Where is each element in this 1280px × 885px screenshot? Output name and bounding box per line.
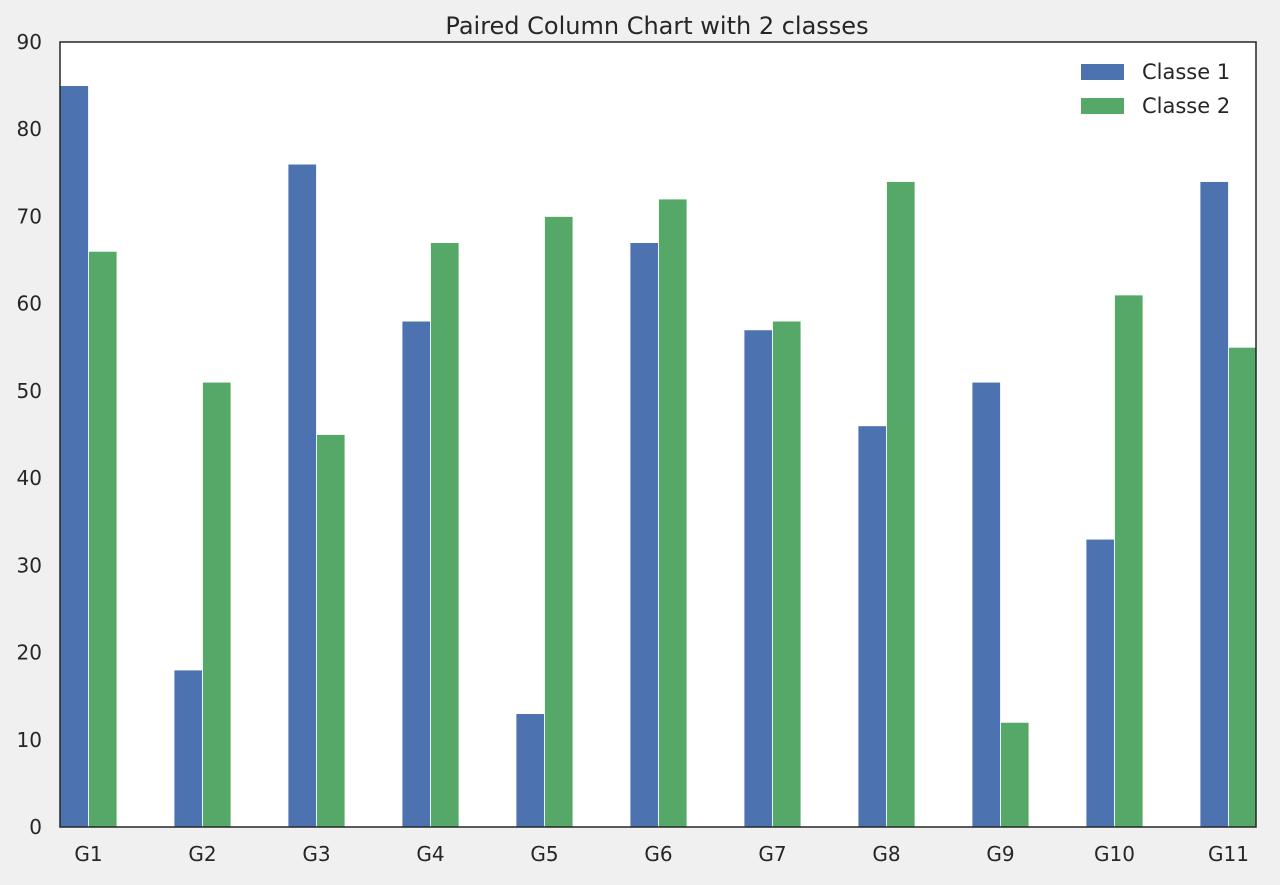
bar-g4-series-1 [401,320,431,828]
y-tick-label: 20 [17,641,42,665]
bar-g7-series-1 [743,329,773,828]
chart-title: Paired Column Chart with 2 classes [445,12,868,40]
legend-swatch-series-2 [1081,98,1124,114]
bar-g1-series-1 [59,85,89,828]
bar-g8-series-1 [857,425,887,828]
bar-g6-series-2 [658,198,688,828]
y-tick-label: 0 [29,815,42,839]
x-tick-label-g3: G3 [302,842,330,866]
x-axis: G1 G2 G3 G4 G5 G6 G7 G8 G9 G10 G11 [74,842,1249,866]
bar-g3-series-1 [287,163,317,828]
bar-g4-series-2 [430,242,460,828]
x-tick-label-g9: G9 [986,842,1014,866]
x-tick-label-g6: G6 [644,842,672,866]
bar-g6-series-1 [629,242,659,828]
x-tick-label-g11: G11 [1208,842,1249,866]
bar-g7-series-2 [772,320,802,828]
y-tick-label: 70 [17,204,42,228]
plot-frame [59,41,1257,828]
bars-layer [59,85,1258,828]
bar-g2-series-1 [173,669,203,828]
x-tick-label-g8: G8 [872,842,900,866]
bar-g9-series-1 [971,381,1001,828]
bar-g3-series-2 [316,434,346,828]
y-tick-label: 90 [17,30,42,54]
bar-g10-series-2 [1114,294,1144,828]
y-tick-label: 40 [17,466,42,490]
legend-swatch-series-1 [1081,64,1124,80]
x-tick-label-g10: G10 [1094,842,1135,866]
y-tick-label: 60 [17,292,42,316]
bar-g8-series-2 [886,181,916,828]
legend-label-series-1: Classe 1 [1142,60,1230,84]
x-tick-label-g5: G5 [530,842,558,866]
x-tick-label-g4: G4 [416,842,444,866]
bar-g5-series-2 [544,216,574,828]
bar-g1-series-2 [88,250,118,828]
bar-g2-series-2 [202,381,232,828]
y-tick-label: 10 [17,728,42,752]
bar-g11-series-1 [1199,181,1229,828]
legend: Classe 1 Classe 2 [1081,60,1230,118]
x-tick-label-g2: G2 [188,842,216,866]
y-axis: 0 10 20 30 40 50 60 70 80 90 [17,30,42,839]
y-tick-label: 50 [17,379,42,403]
x-tick-label-g1: G1 [74,842,102,866]
bar-g10-series-1 [1085,538,1115,828]
bar-g11-series-2 [1228,346,1258,828]
x-tick-label-g7: G7 [758,842,786,866]
y-tick-label: 80 [17,117,42,141]
bar-g5-series-1 [515,713,545,828]
bar-g9-series-2 [1000,721,1030,828]
y-tick-label: 30 [17,553,42,577]
legend-label-series-2: Classe 2 [1142,94,1230,118]
